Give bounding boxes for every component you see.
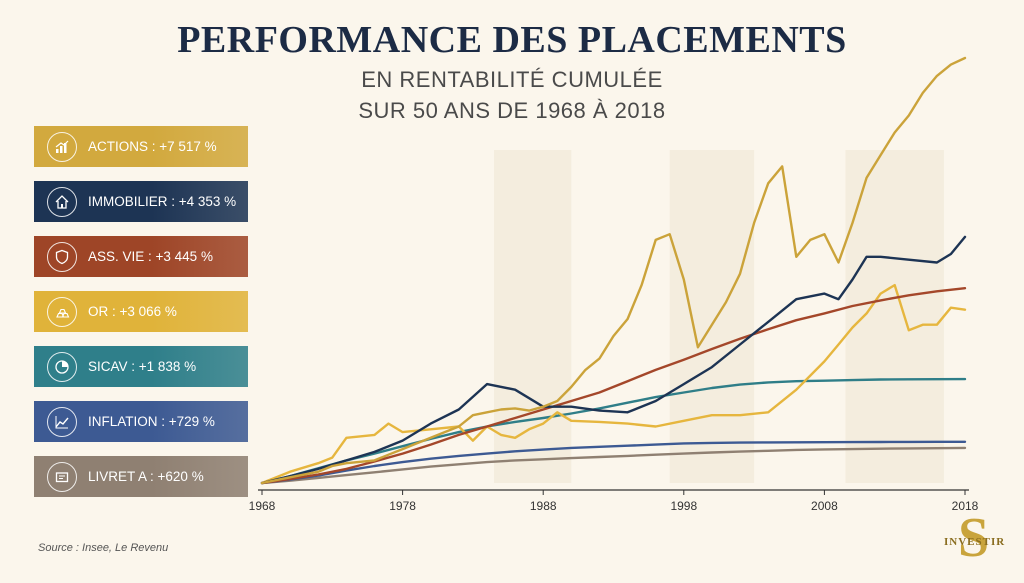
x-tick-label: 1998 (670, 499, 697, 513)
legend-label: ASS. VIE : +3 445 % (88, 249, 213, 264)
legend-label: IMMOBILIER : +4 353 % (88, 194, 237, 209)
x-tick-label: 2018 (952, 499, 979, 513)
chart-legend: ACTIONS : +7 517 % IMMOBILIER : +4 353 % A… (34, 126, 248, 511)
background-band (493, 150, 572, 483)
legend-label: ACTIONS : +7 517 % (88, 139, 217, 154)
chart-subtitle-line1: EN RENTABILITÉ CUMULÉE (361, 67, 663, 92)
gold-bars-icon (47, 296, 77, 327)
series-line-2 (260, 287, 967, 485)
background-band (669, 150, 755, 483)
legend-item: ACTIONS : +7 517 % (34, 126, 248, 167)
logo-word: INVESTIR (944, 536, 1006, 548)
series-line-3 (260, 283, 967, 485)
house-icon (47, 186, 77, 217)
legend-label: OR : +3 066 % (88, 304, 177, 319)
series-line-1 (260, 235, 967, 485)
series-line-5 (260, 440, 967, 485)
x-tick-label: 1978 (389, 499, 416, 513)
series-line-0 (260, 56, 967, 485)
legend-item: INFLATION : +729 % (34, 401, 248, 442)
legend-item: SICAV : +1 838 % (34, 346, 248, 387)
investir-logo: S INVESTIR (944, 507, 1016, 572)
series-line-6 (260, 446, 967, 485)
logo-initial: S (958, 507, 990, 569)
legend-item: LIVRET A : +620 % (34, 456, 248, 497)
source-note: Source : Insee, Le Revenu (38, 542, 169, 554)
passbook-icon (47, 461, 77, 492)
shield-icon (47, 241, 77, 272)
x-tick-label: 1988 (530, 499, 557, 513)
bar-chart-icon (47, 131, 77, 162)
pie-chart-icon (47, 351, 77, 382)
series-line-4 (260, 377, 967, 485)
legend-item: OR : +3 066 % (34, 291, 248, 332)
chart-title: PERFORMANCE DES PLACEMENTS (177, 19, 847, 61)
legend-item: IMMOBILIER : +4 353 % (34, 181, 248, 222)
legend-item: ASS. VIE : +3 445 % (34, 236, 248, 277)
legend-label: INFLATION : +729 % (88, 414, 215, 429)
x-tick-label: 2008 (811, 499, 838, 513)
line-chart-icon (47, 406, 77, 437)
x-tick-label: 1968 (249, 499, 276, 513)
chart-subtitle-line2: SUR 50 ANS DE 1968 À 2018 (358, 98, 666, 123)
legend-label: LIVRET A : +620 % (88, 469, 204, 484)
legend-label: SICAV : +1 838 % (88, 359, 197, 374)
